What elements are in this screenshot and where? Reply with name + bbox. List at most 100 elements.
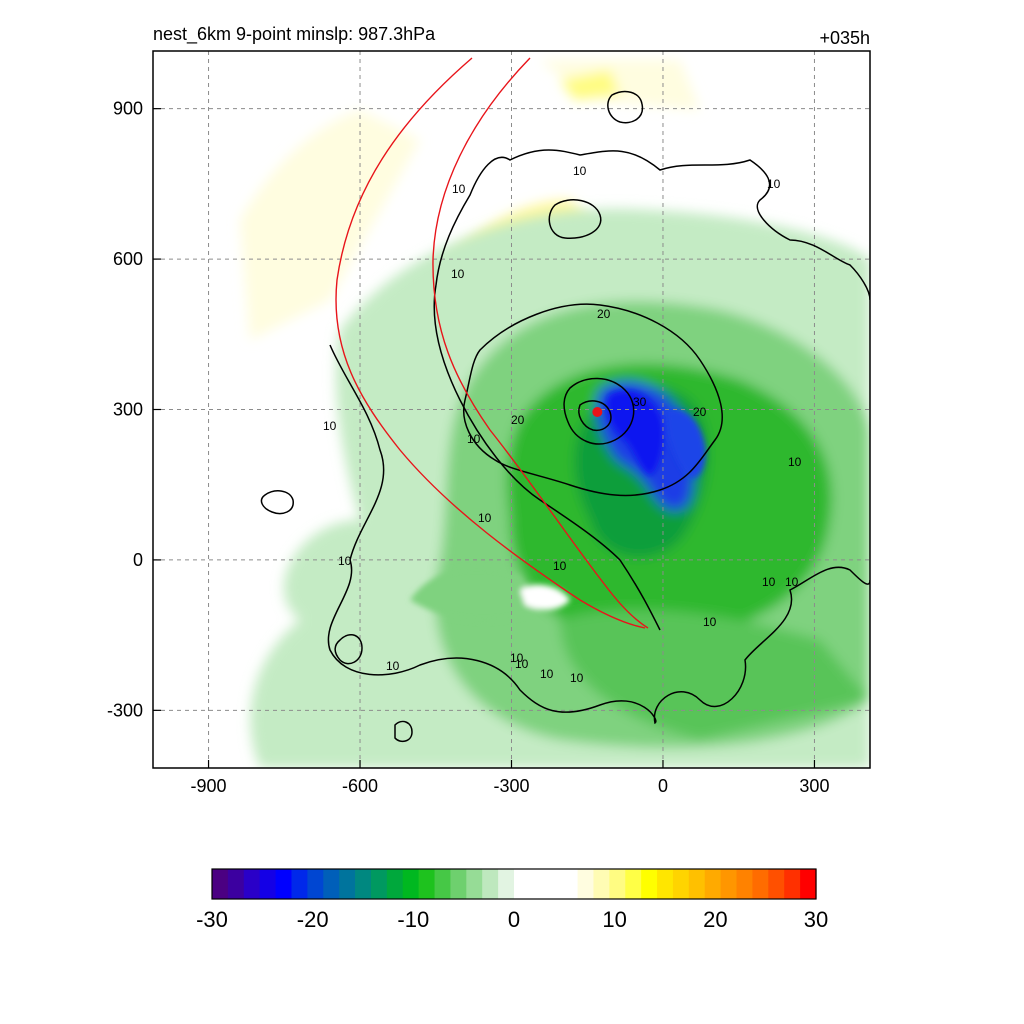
contour-10-outer [327,344,870,725]
contour-label: 10 [762,575,776,589]
colorbar-swatch [370,869,388,899]
contour-label: 10 [573,164,587,178]
contour-30 [563,377,635,445]
colorbar-swatch [434,869,452,899]
colorbar-swatch [545,869,563,899]
colorbar-swatch [450,869,467,899]
colorbar-swatch [243,869,261,899]
colorbar-swatch [418,869,436,899]
colorbar-swatch [561,869,579,899]
y-tick-label: 900 [113,99,143,119]
colorbar-swatch [752,869,769,899]
colorbar-swatch [704,869,722,899]
colorbar-swatch [275,869,293,899]
colorbar-swatch [355,869,372,899]
contour-labels: 10 10 10 10 10 10 10 10 10 10 10 20 20 2… [323,164,802,685]
contour-20 [463,303,723,497]
colorbar-swatch [800,869,817,899]
colorbar-swatch [339,869,356,899]
x-tick-label: -900 [191,776,227,796]
contour-label: 10 [553,559,567,573]
x-tick-label: 300 [799,776,829,796]
contour-label: 10 [785,575,799,589]
colorbar-swatch [657,869,674,899]
x-tick-label: -600 [342,776,378,796]
contour-label: 10 [788,455,802,469]
colorbar-swatch [768,869,785,899]
colorbar-swatch [784,869,801,899]
contour-label: 10 [767,177,781,191]
colorbar: -30 -20 -10 0 10 20 30 [196,868,828,932]
colorbar-tick-label: 10 [602,907,626,932]
colorbar-swatch [720,869,738,899]
y-tick-label: 300 [113,400,143,420]
x-axis: -900 -600 -300 0 300 [191,760,829,796]
colorbar-tick-label: -30 [196,907,228,932]
colorbar-tick-label: 0 [508,907,520,932]
y-tick-label: 0 [133,550,143,570]
colorbar-swatch [529,869,547,899]
colorbar-swatch [498,869,515,899]
contour-label: 30 [633,395,647,409]
colorbar-swatch [227,869,245,899]
storm-center-marker [592,407,603,418]
x-tick-label: -300 [493,776,529,796]
contour-label: 10 [510,651,524,665]
colorbar-swatch [672,869,690,899]
contour-label: 10 [451,267,465,281]
contour-label: 20 [693,405,707,419]
contour-label: 20 [511,413,525,427]
x-tick-label: 0 [658,776,668,796]
colorbar-tick-label: 20 [703,907,727,932]
track-line-outer [335,57,646,629]
contour-10-blob-5 [394,720,413,743]
y-axis: 900 600 300 0 -300 [107,99,161,720]
contour-10-blob-4 [334,633,363,665]
colorbar-swatch [577,869,595,899]
colorbar-swatch [641,869,658,899]
colorbar-swatch [482,869,499,899]
contour-label: 10 [540,667,554,681]
track-line-inner [432,57,649,629]
colorbar-tick-label: -10 [397,907,429,932]
contour-lines [260,90,870,743]
colorbar-tick-label: -20 [297,907,329,932]
colorbar-swatch [402,869,420,899]
chart-title: nest_6km 9-point minslp: 987.3hPa [153,24,436,45]
colorbar-swatch [212,869,229,899]
colorbar-swatch [736,869,754,899]
contour-label: 10 [570,671,584,685]
colorbar-swatch [688,869,706,899]
contour-30-inner [578,400,612,432]
contour-label: 10 [386,659,400,673]
contour-label: 10 [323,419,337,433]
colorbar-swatch [625,869,642,899]
contour-label: 10 [452,182,466,196]
contour-10-blob-1 [548,199,602,239]
colorbar-swatch [291,869,308,899]
y-tick-label: -300 [107,700,143,720]
contour-label: 10 [467,432,481,446]
colorbar-swatch [514,869,531,899]
contour-10-north [435,149,870,301]
contour-label: 10 [478,511,492,525]
plot-area: 10 10 10 10 10 10 10 10 10 10 10 20 20 2… [152,50,871,769]
contour-10-blob-2 [607,90,644,124]
contour-label: 10 [703,615,717,629]
colorbar-swatch [323,869,340,899]
colorbar-tick-label: 30 [804,907,828,932]
y-tick-label: 600 [113,249,143,269]
contour-10-blob-3 [260,490,294,515]
colorbar-frame [211,868,817,900]
wind-field [240,60,870,768]
colorbar-swatch [259,869,277,899]
contour-label: 20 [597,307,611,321]
contour-label: 10 [338,554,352,568]
colorbar-swatch [307,869,324,899]
contour-10-west-arc [433,284,661,631]
forecast-hour-label: +035h [819,28,870,48]
negative-shading [250,208,870,768]
colorbar-swatch [386,869,404,899]
colorbar-swatch [609,869,626,899]
